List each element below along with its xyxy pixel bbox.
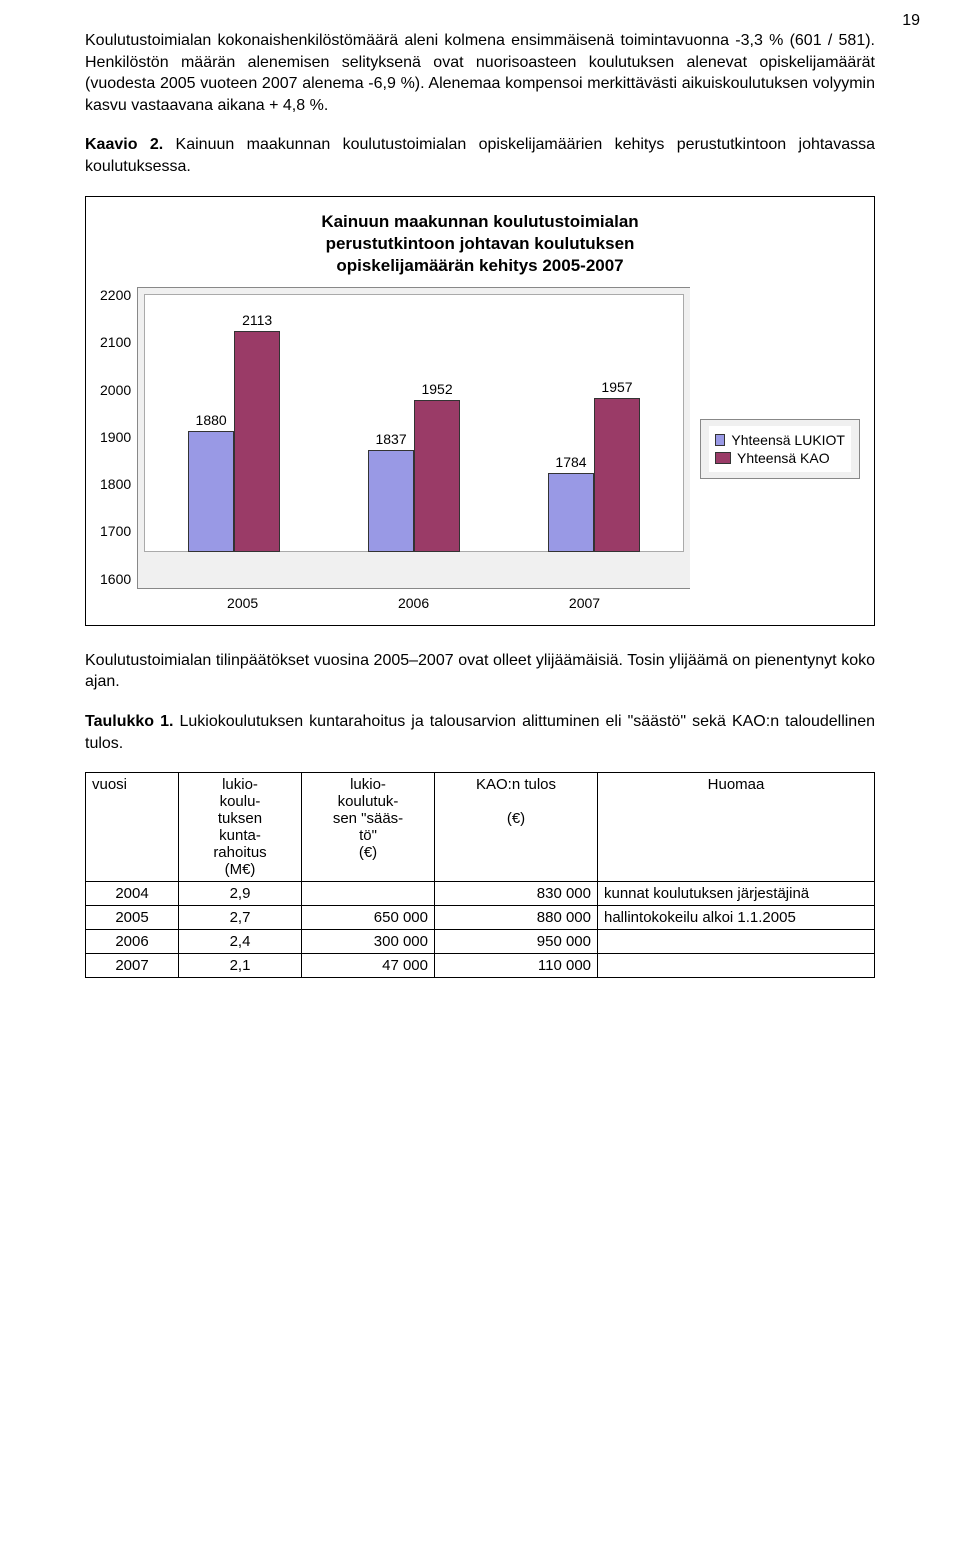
body-paragraph-2: Koulutustoimialan tilinpäätökset vuosina… <box>85 650 875 693</box>
bar-group: 18371952 <box>368 400 460 551</box>
y-tick: 2200 <box>100 287 131 303</box>
bar: 1837 <box>368 450 414 552</box>
data-table: vuosilukio-koulu-tuksenkunta-rahoitus(M€… <box>85 772 875 978</box>
x-tick: 2006 <box>398 595 429 611</box>
table-row: 20062,4300 000950 000 <box>86 930 875 954</box>
page: 19 Koulutustoimialan kokonaishenkilöstöm… <box>0 0 960 1038</box>
legend-item: Yhteensä LUKIOT <box>715 432 845 448</box>
x-tick: 2005 <box>227 595 258 611</box>
bar-value-label: 1837 <box>375 431 406 447</box>
table-header-cell: vuosi <box>86 773 179 882</box>
bar-value-label: 1784 <box>555 454 586 470</box>
table-cell: 110 000 <box>435 954 598 978</box>
table-header-cell: lukio-koulutuk-sen "sääs-tö"(€) <box>302 773 435 882</box>
y-tick: 1600 <box>100 571 131 587</box>
table-cell: 2005 <box>86 906 179 930</box>
table-row: 20052,7650 000880 000hallintokokeilu alk… <box>86 906 875 930</box>
kaavio-label: Kaavio 2. <box>85 136 163 153</box>
x-axis: 2005 2006 2007 <box>137 595 690 611</box>
y-tick: 1900 <box>100 429 131 445</box>
x-tick: 2007 <box>569 595 600 611</box>
legend-swatch <box>715 434 725 446</box>
table-cell: 2006 <box>86 930 179 954</box>
table-cell: 830 000 <box>435 882 598 906</box>
plot: 188021131837195217841957 <box>137 287 690 589</box>
table-header-cell: lukio-koulu-tuksenkunta-rahoitus(M€) <box>179 773 302 882</box>
legend-swatch <box>715 452 731 464</box>
bar: 1957 <box>594 398 640 552</box>
bar-group: 17841957 <box>548 398 640 552</box>
table-cell: 950 000 <box>435 930 598 954</box>
y-axis: 2200 2100 2000 1900 1800 1700 1600 <box>100 287 137 587</box>
legend: Yhteensä LUKIOT Yhteensä KAO <box>700 419 860 479</box>
table-cell: 2,4 <box>179 930 302 954</box>
table-cell: 300 000 <box>302 930 435 954</box>
table-cell: 880 000 <box>435 906 598 930</box>
y-tick: 2100 <box>100 334 131 350</box>
page-number: 19 <box>902 12 920 30</box>
table-cell: kunnat koulutuksen järjestäjinä <box>598 882 875 906</box>
table-cell: 650 000 <box>302 906 435 930</box>
table-cell: 47 000 <box>302 954 435 978</box>
table-cell: 2004 <box>86 882 179 906</box>
table-cell <box>302 882 435 906</box>
bar: 1784 <box>548 473 594 552</box>
bar: 2113 <box>234 331 280 552</box>
taulukko-desc: Lukiokoulutuksen kuntarahoitus ja talous… <box>85 713 875 752</box>
bar-value-label: 1957 <box>601 379 632 395</box>
table-cell: 2,9 <box>179 882 302 906</box>
bar: 1880 <box>188 431 234 551</box>
taulukko-caption: Taulukko 1. Lukiokoulutuksen kuntarahoit… <box>85 711 875 754</box>
table-header-cell: Huomaa <box>598 773 875 882</box>
table-cell: 2,7 <box>179 906 302 930</box>
table-header-cell: KAO:n tulos(€) <box>435 773 598 882</box>
chart-container: Kainuun maakunnan koulutustoimialanperus… <box>85 196 875 626</box>
table-cell <box>598 930 875 954</box>
table-cell: hallintokokeilu alkoi 1.1.2005 <box>598 906 875 930</box>
table-cell <box>598 954 875 978</box>
y-tick: 1800 <box>100 476 131 492</box>
table-row: 20042,9 830 000kunnat koulutuksen järjest… <box>86 882 875 906</box>
table-row: 20072,147 000110 000 <box>86 954 875 978</box>
bar: 1952 <box>414 400 460 551</box>
kaavio-desc: Kainuun maakunnan koulutustoimialan opis… <box>85 136 875 175</box>
kaavio-caption: Kaavio 2. Kainuun maakunnan koulutustoim… <box>85 134 875 177</box>
plot-wrap: 188021131837195217841957 200520062007 <box>137 287 690 611</box>
taulukko-label: Taulukko 1. <box>85 713 173 730</box>
body-paragraph-1: Koulutustoimialan kokonaishenkilöstömäär… <box>85 30 875 116</box>
bar-value-label: 1952 <box>421 381 452 397</box>
table-cell: 2007 <box>86 954 179 978</box>
chart-area: 2200210020001900180017001600 18802113183… <box>100 287 860 611</box>
bar-value-label: 2113 <box>242 312 272 328</box>
legend-item: Yhteensä KAO <box>715 450 845 466</box>
table-cell: 2,1 <box>179 954 302 978</box>
chart-title: Kainuun maakunnan koulutustoimialanperus… <box>100 211 860 277</box>
legend-label: Yhteensä KAO <box>737 450 830 466</box>
bar-value-label: 1880 <box>196 412 227 428</box>
y-tick: 1700 <box>100 523 131 539</box>
y-tick: 2000 <box>100 382 131 398</box>
legend-label: Yhteensä LUKIOT <box>731 432 845 448</box>
bar-group: 18802113 <box>188 331 280 552</box>
